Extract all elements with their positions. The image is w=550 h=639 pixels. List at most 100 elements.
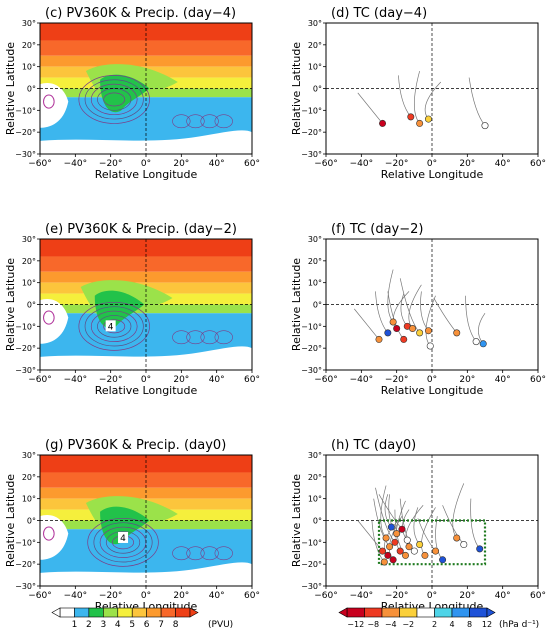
pv-colorbar-cell	[146, 607, 162, 618]
precip-contour	[97, 315, 132, 338]
pv-tongue-green	[94, 290, 145, 329]
y-tick-label: 0°	[27, 517, 36, 526]
precip-contour	[90, 83, 138, 116]
tc-point	[453, 329, 461, 337]
tc-point	[453, 534, 461, 542]
y-tick-label: −30°	[15, 366, 36, 375]
y-tick-label: −20°	[301, 560, 322, 569]
x-tick-label: 40°	[495, 375, 511, 385]
tc-point	[387, 523, 395, 531]
y-tick-label: 0°	[313, 517, 322, 526]
pv-tongue-green	[100, 506, 150, 545]
tc-colorbar: −12 −8 −4 −2 2 4 8 12 (hPa d⁻¹)	[338, 607, 539, 630]
pv-colorbar-label: 3	[100, 620, 106, 630]
pv-band	[40, 487, 252, 499]
tc-track	[353, 308, 380, 340]
y-tick-label: −20°	[15, 128, 36, 137]
x-tick-label: 20°	[459, 375, 475, 385]
contour-label: 4	[108, 322, 114, 332]
y-tick-label: 20°	[22, 257, 36, 266]
pv-band	[40, 455, 252, 473]
tc-track	[478, 313, 486, 345]
x-tick-label: −40°	[350, 159, 374, 169]
precip-contour	[200, 546, 219, 561]
tc-colorbar-cell	[469, 607, 488, 618]
panel-title: (g) PV360K & Precip. (day0)	[45, 438, 226, 453]
tc-point	[424, 115, 432, 123]
tc-point	[400, 335, 408, 343]
y-tick-label: −10°	[301, 538, 322, 547]
contour-label: 4	[120, 534, 126, 544]
precip-contour	[90, 310, 138, 342]
x-tick-label: 0°	[141, 159, 151, 169]
tc-track	[408, 284, 422, 329]
pv-colorbar-label: 5	[129, 620, 135, 630]
precip-contour	[103, 319, 126, 334]
x-tick-label: 20°	[173, 375, 189, 385]
tc-colorbar-label: 2	[432, 620, 437, 629]
x-tick-label: −40°	[64, 591, 88, 601]
x-tick-label: −60°	[28, 159, 52, 169]
y-tick-label: −10°	[301, 106, 322, 115]
tc-colorbar-label: −12	[347, 620, 364, 629]
pv-colorbar: 1 2 3 4 5 6 7 8 (PVU)	[51, 607, 233, 630]
precip-contour	[186, 114, 205, 129]
tc-point	[380, 558, 388, 566]
y-tick-label: 30°	[22, 451, 36, 460]
y-tick-label: −10°	[301, 322, 322, 331]
y-tick-label: 10°	[308, 495, 322, 504]
tc-point	[398, 525, 406, 533]
y-tick-label: 30°	[22, 235, 36, 244]
tc-point	[416, 541, 424, 549]
tc-point	[405, 543, 413, 551]
precip-contour	[214, 330, 233, 345]
x-tick-label: −40°	[64, 375, 88, 385]
pv-band	[40, 239, 252, 257]
precip-contour	[93, 522, 153, 563]
pv-colorbar-cell	[59, 607, 75, 618]
tc-colorbar-label: 8	[467, 620, 472, 629]
tc-point	[393, 325, 401, 333]
x-tick-label: −60°	[314, 375, 338, 385]
pv-band	[40, 271, 252, 283]
tc-track	[413, 70, 420, 124]
x-tick-label: −20°	[99, 159, 123, 169]
tc-track	[424, 81, 442, 120]
contour-label-box	[105, 320, 116, 332]
y-axis-label: Relative Latitude	[4, 258, 17, 351]
x-tick-label: 0°	[427, 375, 437, 385]
y-tick-label: −10°	[15, 322, 36, 331]
x-tick-label: −60°	[314, 159, 338, 169]
tc-point	[424, 327, 432, 335]
tc-point	[439, 556, 447, 564]
x-tick-label: 40°	[495, 591, 511, 601]
y-axis-label: Relative Latitude	[4, 42, 17, 135]
y-tick-label: −10°	[15, 538, 36, 547]
tc-point	[379, 547, 387, 555]
tc-colorbar-unit: (hPa d⁻¹)	[499, 620, 539, 630]
tc-point	[409, 325, 417, 333]
tc-point	[476, 545, 484, 553]
pv-colorbar-cell	[160, 607, 176, 618]
y-tick-label: −30°	[301, 150, 322, 159]
panel-title: (f) TC (day−2)	[331, 222, 423, 237]
precip-contour	[200, 114, 219, 129]
x-axis-label: Relative Longitude	[95, 168, 198, 181]
y-tick-label: 0°	[313, 85, 322, 94]
pv-colorbar-cell	[131, 607, 147, 618]
tc-point	[460, 541, 468, 549]
x-tick-label: 60°	[530, 591, 546, 601]
tc-colorbar-label: −4	[385, 620, 397, 629]
x-tick-label: −20°	[99, 375, 123, 385]
x-tick-label: 40°	[209, 375, 225, 385]
pv-colorbar-cell	[175, 607, 191, 618]
x-tick-label: 0°	[427, 159, 437, 169]
x-axis-label: Relative Longitude	[381, 168, 484, 181]
x-tick-label: 0°	[141, 591, 151, 601]
x-tick-label: −20°	[385, 375, 409, 385]
pv-colorbar-cell	[103, 607, 119, 618]
y-tick-label: −20°	[301, 128, 322, 137]
tc-point	[389, 556, 397, 564]
tc-point	[384, 329, 392, 337]
x-tick-label: 60°	[244, 591, 260, 601]
